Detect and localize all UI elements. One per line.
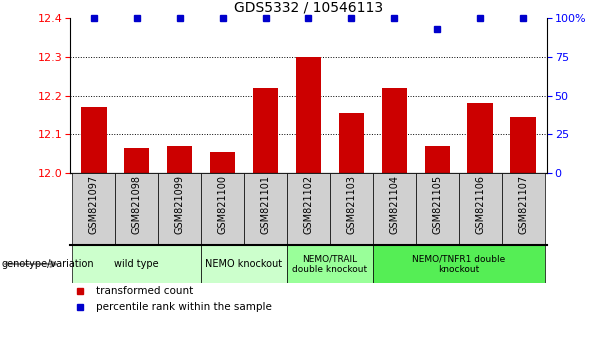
Bar [124, 148, 150, 173]
Bar [81, 107, 107, 173]
Bar [72, 245, 201, 283]
Bar [425, 146, 451, 173]
Bar [459, 173, 502, 245]
Text: GSM821100: GSM821100 [217, 175, 227, 234]
Bar [296, 57, 322, 173]
Bar [330, 173, 373, 245]
Text: GSM821101: GSM821101 [260, 175, 270, 234]
Bar [502, 173, 545, 245]
Bar [511, 117, 536, 173]
Bar [201, 173, 244, 245]
Text: NEMO/TRAIL
double knockout: NEMO/TRAIL double knockout [292, 254, 368, 274]
Text: NEMO/TNFR1 double
knockout: NEMO/TNFR1 double knockout [412, 254, 505, 274]
Title: GDS5332 / 10546113: GDS5332 / 10546113 [234, 0, 383, 14]
Text: NEMO knockout: NEMO knockout [206, 259, 283, 269]
Bar [72, 173, 115, 245]
Text: transformed count: transformed count [96, 286, 193, 296]
Text: GSM821105: GSM821105 [432, 175, 442, 234]
Text: GSM821103: GSM821103 [346, 175, 356, 234]
Bar [382, 88, 408, 173]
Text: GSM821099: GSM821099 [174, 175, 184, 234]
Bar [210, 152, 236, 173]
Bar [115, 173, 158, 245]
Text: percentile rank within the sample: percentile rank within the sample [96, 302, 272, 312]
Text: GSM821104: GSM821104 [389, 175, 399, 234]
Bar [339, 113, 365, 173]
Bar [287, 173, 330, 245]
Bar [416, 173, 459, 245]
Bar [253, 88, 279, 173]
Bar [468, 103, 493, 173]
Text: GSM821106: GSM821106 [475, 175, 485, 234]
Bar [287, 245, 373, 283]
Text: GSM821097: GSM821097 [88, 175, 98, 234]
Bar [244, 173, 287, 245]
Bar [201, 245, 287, 283]
Text: wild type: wild type [114, 259, 159, 269]
Text: GSM821107: GSM821107 [518, 175, 528, 234]
Bar [373, 245, 545, 283]
Text: genotype/variation: genotype/variation [1, 259, 94, 269]
Bar [373, 173, 416, 245]
Bar [167, 146, 193, 173]
Bar [158, 173, 201, 245]
Text: GSM821098: GSM821098 [131, 175, 141, 234]
Text: GSM821102: GSM821102 [303, 175, 313, 234]
